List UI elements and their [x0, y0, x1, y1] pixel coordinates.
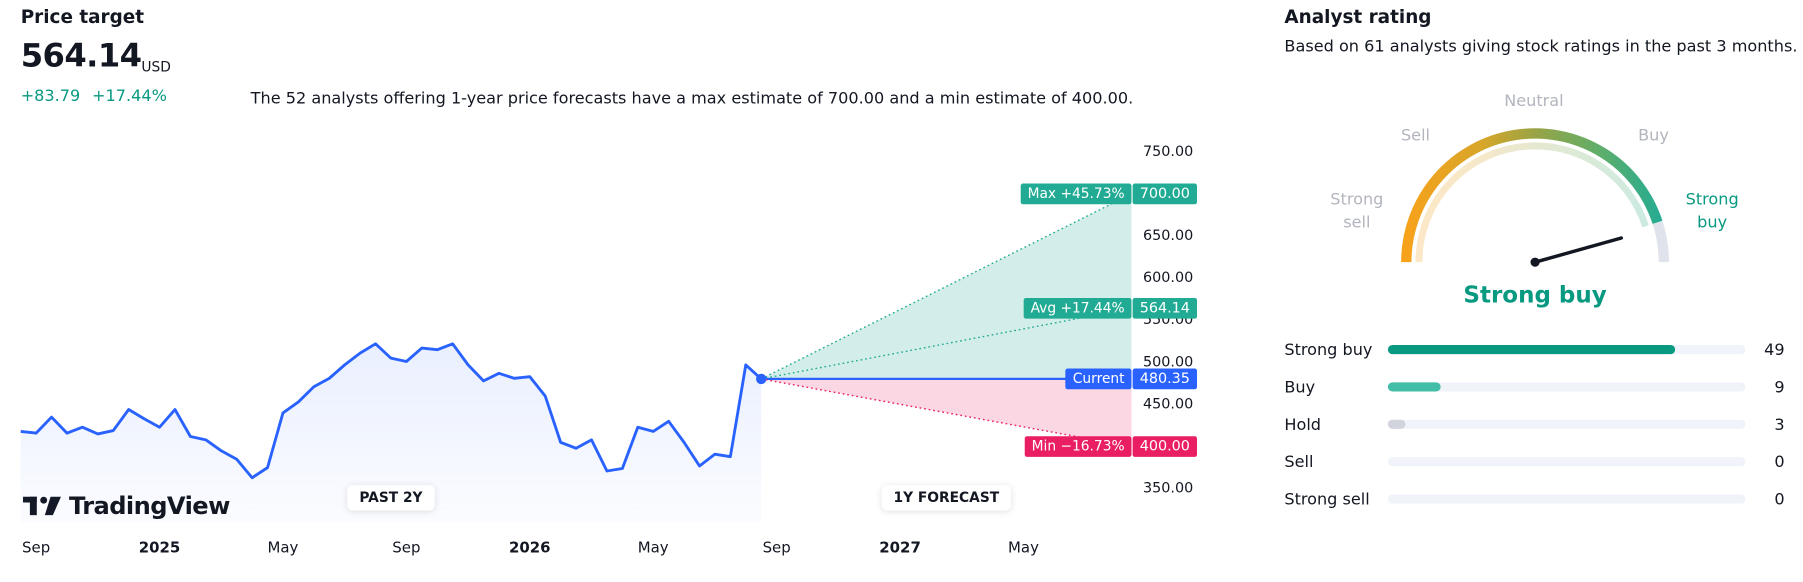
logo-text: TradingView [69, 492, 230, 520]
x-tick-label: Sep [22, 538, 50, 556]
period-label: PAST 2Y [359, 490, 423, 506]
y-tick-label: 750.00 [1143, 144, 1193, 160]
gauge-label: Sell [1400, 126, 1431, 145]
gauge-label: Neutral [1504, 91, 1564, 111]
rating-title: Analyst rating [1284, 5, 1432, 28]
forecast-label-badge [1024, 436, 1132, 457]
forecast-label-badge [1020, 183, 1132, 205]
price-change: +83.79 [20, 87, 81, 106]
forecast-value: 564.14 [1140, 300, 1190, 316]
rating-label: Hold [1284, 415, 1321, 434]
forecast-label: Min −16.73% [1032, 439, 1125, 455]
forecast-value-badge [1132, 297, 1198, 319]
rating-track [1387, 494, 1746, 504]
rating-subtitle: Based on 61 analysts giving stock rating… [1284, 37, 1798, 57]
rating-label: Strong sell [1284, 490, 1369, 509]
rating-bar [1387, 419, 1406, 429]
forecast-up-area [761, 193, 1132, 379]
x-tick-label: May [1008, 538, 1039, 556]
forecast-label: Max +45.73% [1028, 186, 1125, 202]
x-tick-label: May [638, 538, 669, 556]
rating-bar [1387, 382, 1441, 392]
gauge-label: Buy [1638, 126, 1669, 145]
y-tick-label: 650.00 [1143, 228, 1193, 244]
price-target-value: 564.14 [20, 36, 142, 75]
forecast-value: 700.00 [1140, 186, 1190, 202]
rating-count: 0 [1774, 452, 1784, 471]
price-change-percent: +17.44% [91, 87, 167, 106]
rating-label: Buy [1284, 377, 1315, 396]
x-tick-label: Sep [392, 538, 420, 556]
y-tick-label: 500.00 [1143, 354, 1193, 370]
currency: USD [141, 58, 171, 75]
gauge-rest-arc [1652, 220, 1670, 263]
period-pill [347, 485, 435, 511]
series-area [20, 343, 762, 523]
rating-count: 49 [1764, 340, 1784, 359]
forecast-line [761, 378, 1132, 448]
forecast-label-badge [1023, 297, 1132, 319]
forecast-down-area [761, 378, 1132, 447]
rating-count: 3 [1774, 415, 1784, 434]
rating-track [1387, 382, 1746, 392]
price-line [20, 342, 763, 480]
forecast-label: Avg +17.44% [1031, 300, 1125, 316]
rating-count: 9 [1774, 377, 1784, 396]
forecast-value-badge [1132, 436, 1198, 457]
x-tick-label: Sep [763, 538, 791, 556]
rating-label: Sell [1284, 452, 1313, 471]
x-tick-label: May [268, 538, 299, 556]
forecast-label-badge [1065, 368, 1132, 390]
gauge-label: Strong sell [1330, 190, 1384, 233]
gauge-pivot [1530, 257, 1540, 267]
y-tick-label: 450.00 [1143, 396, 1193, 412]
y-tick-label: 600.00 [1143, 270, 1193, 286]
forecast-line [761, 307, 1132, 380]
period-label: 1Y FORECAST [894, 490, 1000, 506]
forecast-value: 400.00 [1140, 439, 1190, 455]
current-point [756, 373, 767, 385]
rating-label: Strong buy [1284, 340, 1373, 359]
description: The 52 analysts offering 1-year price fo… [250, 89, 1134, 109]
period-pill [881, 485, 1011, 511]
forecast-label: Current [1073, 371, 1125, 387]
gauge-label: Strong buy [1685, 190, 1739, 233]
gauge-needle [1533, 236, 1624, 264]
gauge-arc [1401, 128, 1663, 263]
rating-bar [1387, 344, 1676, 355]
rating-result: Strong buy [1463, 280, 1607, 309]
x-tick-label: 2026 [509, 538, 551, 556]
rating-track [1387, 419, 1746, 429]
forecast-value-badge [1132, 183, 1198, 205]
gauge-inner-arc [1415, 142, 1649, 263]
rating-count: 0 [1774, 490, 1784, 509]
x-tick-label: 2027 [879, 538, 921, 556]
forecast-value-badge [1132, 368, 1198, 390]
y-tick-label: 350.00 [1143, 481, 1193, 497]
forecast-value: 480.35 [1140, 371, 1190, 387]
gauge [1401, 128, 1670, 267]
rating-track [1387, 457, 1746, 467]
price-target-title: Price target [20, 5, 145, 28]
x-tick-label: 2025 [139, 538, 181, 556]
